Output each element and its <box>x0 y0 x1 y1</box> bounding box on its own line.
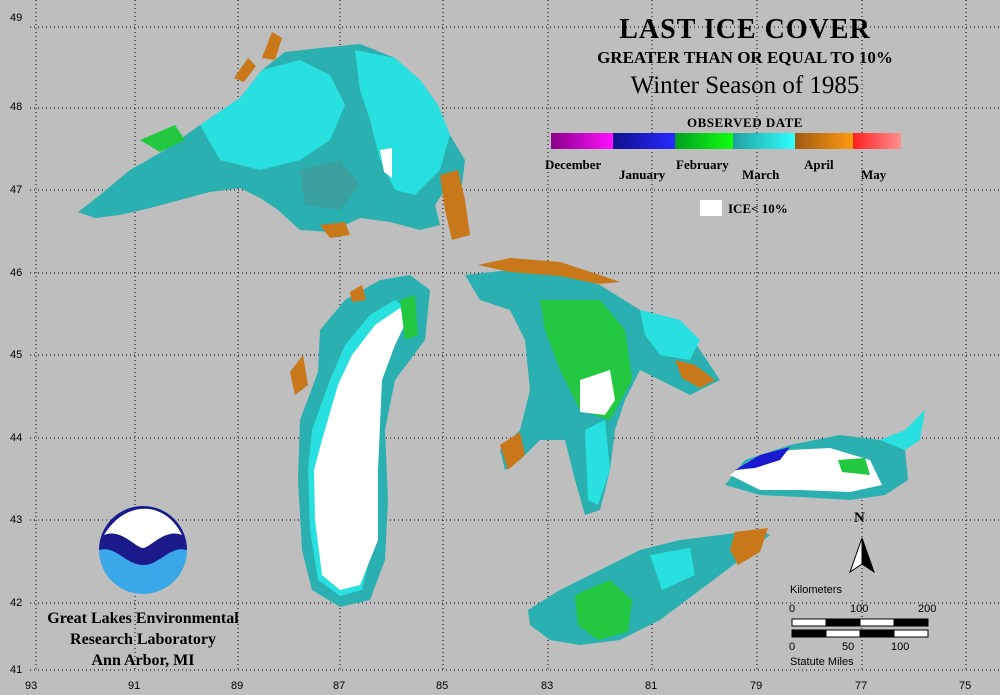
lat-label-46: 46 <box>10 267 23 279</box>
legend-title: OBSERVED DATE <box>687 115 803 130</box>
lon-label-91: 91 <box>128 680 141 692</box>
north-arrow <box>849 537 875 574</box>
lat-label-41: 41 <box>10 664 23 676</box>
lake-erie <box>528 528 770 645</box>
legend-swatch-april <box>795 133 853 149</box>
noaa-logo <box>99 506 187 594</box>
credit-line-3: Ann Arbor, MI <box>91 652 195 669</box>
legend-swatch-may <box>853 133 901 149</box>
legend-label-march: March <box>742 167 780 182</box>
legend-label-may: May <box>861 167 887 182</box>
lat-label-45: 45 <box>10 349 23 361</box>
legend-swatch-december <box>551 133 613 149</box>
lat-label-44: 44 <box>10 432 23 444</box>
ice-legend-swatch <box>700 200 722 216</box>
lake-ontario <box>725 410 925 500</box>
lake-superior <box>78 32 470 240</box>
credit-block: Great Lakes Environmental Research Labor… <box>18 608 268 671</box>
legend-label-january: January <box>619 167 666 182</box>
lon-label-93: 93 <box>25 680 38 692</box>
lon-label-87: 87 <box>333 680 346 692</box>
lat-label-49: 49 <box>10 12 23 24</box>
scale-km-100: 100 <box>850 603 869 615</box>
legend-label-april: April <box>804 157 834 172</box>
lat-label-43: 43 <box>10 514 23 526</box>
lon-label-77: 77 <box>855 680 868 692</box>
scale-bar <box>791 618 929 638</box>
lon-label-81: 81 <box>645 680 658 692</box>
scale-km-0: 0 <box>789 603 796 615</box>
lake-huron <box>465 258 720 515</box>
legend-swatch-january <box>613 133 675 149</box>
lat-label-47: 47 <box>10 184 23 196</box>
lon-label-85: 85 <box>436 680 449 692</box>
scale-mi-100: 100 <box>891 641 910 653</box>
scale-km-200: 200 <box>918 603 937 615</box>
scale-km-title: Kilometers <box>790 584 842 596</box>
lat-label-42: 42 <box>10 597 23 609</box>
ice-legend-label: ICE< 10% <box>728 201 788 216</box>
scale-mi-title: Statute Miles <box>790 656 854 668</box>
credit-line-1: Great Lakes Environmental <box>47 610 239 627</box>
legend-swatch-february <box>675 133 733 149</box>
lon-label-75: 75 <box>959 680 972 692</box>
lon-label-89: 89 <box>231 680 244 692</box>
season-label: Winter Season of 1985 <box>630 72 860 99</box>
north-label: N <box>854 510 865 526</box>
map-subtitle: GREATER THAN OR EQUAL TO 10% <box>597 48 893 67</box>
noaa-logo-text: NOAA <box>122 516 164 532</box>
lake-michigan <box>290 275 430 607</box>
lon-label-79: 79 <box>750 680 763 692</box>
legend-label-february: February <box>676 157 729 172</box>
legend-swatch-march <box>733 133 795 149</box>
legend-color-bar <box>551 133 901 149</box>
scale-mi-0: 0 <box>789 641 796 653</box>
map-title: LAST ICE COVER <box>619 14 871 45</box>
legend-label-december: December <box>545 157 602 172</box>
lon-label-83: 83 <box>541 680 554 692</box>
credit-line-2: Research Laboratory <box>70 631 216 648</box>
lat-label-48: 48 <box>10 101 23 113</box>
scale-mi-50: 50 <box>842 641 855 653</box>
